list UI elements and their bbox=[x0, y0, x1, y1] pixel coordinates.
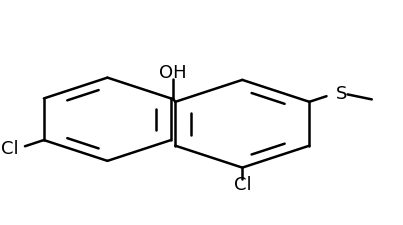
Text: OH: OH bbox=[159, 64, 187, 82]
Text: Cl: Cl bbox=[1, 140, 18, 158]
Text: Cl: Cl bbox=[233, 176, 251, 194]
Text: S: S bbox=[336, 85, 347, 103]
